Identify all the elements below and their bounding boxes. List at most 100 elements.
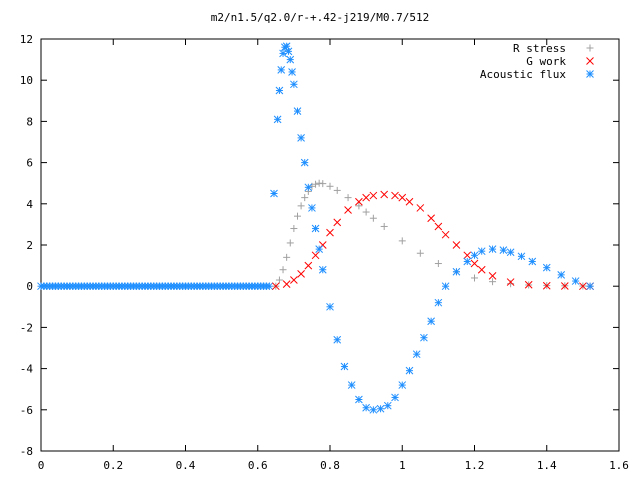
data-point (488, 245, 497, 253)
plot-area (37, 42, 594, 414)
data-point (524, 280, 533, 289)
data-point (412, 350, 421, 359)
data-point (489, 278, 497, 286)
x-tick-label: 1 (399, 459, 406, 472)
data-point (286, 55, 295, 64)
data-point (441, 282, 450, 291)
data-point (560, 282, 569, 290)
data-point (344, 194, 352, 202)
data-point (441, 230, 450, 239)
data-point (279, 266, 287, 274)
data-point (333, 186, 341, 194)
data-point (326, 228, 334, 237)
data-point (369, 214, 377, 222)
axes: 0 0.2 0.4 0.6 0.8 1 1.2 1.4 1.6 -8 -6 -4 -2 0 2 4 6 8 10 12 (20, 33, 629, 472)
data-point (477, 247, 486, 256)
data-point (517, 252, 526, 261)
data-point (557, 271, 566, 279)
data-point (380, 222, 388, 230)
data-point (297, 202, 305, 210)
y-tick-label: -6 (20, 404, 33, 417)
data-point (506, 248, 515, 257)
data-point (405, 366, 414, 375)
y-tick-label: 8 (26, 115, 33, 128)
data-point (362, 403, 370, 412)
data-point (398, 237, 406, 245)
data-point (283, 253, 291, 261)
data-point (304, 183, 313, 192)
chart-title: m2/n1.5/q2.0/r-+.42-j219/M0.7/512 (211, 11, 430, 24)
x-tick-label: 1.2 (465, 459, 485, 472)
data-point (463, 251, 472, 260)
legend-label: G work (526, 55, 566, 68)
y-tick-label: -8 (20, 445, 33, 458)
data-point (452, 267, 461, 276)
data-point (420, 333, 428, 342)
data-point (434, 260, 442, 268)
data-point (416, 249, 424, 257)
data-point (380, 190, 389, 199)
data-point (506, 278, 515, 286)
data-point (290, 276, 298, 284)
data-point (273, 115, 282, 124)
data-point (398, 381, 407, 389)
data-point (434, 298, 443, 307)
data-point (318, 265, 327, 274)
data-point (304, 261, 313, 270)
data-point (391, 191, 399, 200)
x-tick-label: 1.4 (537, 459, 557, 472)
y-tick-label: 4 (26, 198, 33, 211)
y-tick-label: 12 (20, 33, 33, 46)
data-point (319, 180, 327, 188)
data-point (326, 182, 334, 190)
data-point (470, 259, 479, 268)
data-point (275, 86, 284, 95)
data-point (347, 381, 356, 389)
data-point (297, 134, 305, 142)
y-tick-label: 10 (20, 74, 33, 87)
x-tick-label: 0.2 (103, 459, 123, 472)
data-point (383, 401, 392, 410)
data-point (416, 204, 425, 212)
data-point (427, 214, 436, 223)
x-tick-label: 1.6 (609, 459, 629, 472)
data-point (315, 245, 324, 253)
data-point (288, 68, 296, 76)
data-point (340, 362, 349, 371)
y-tick-label: -4 (20, 363, 34, 376)
data-point (405, 197, 414, 206)
data-point (311, 224, 320, 233)
data-point (290, 225, 298, 233)
series-g-work (271, 190, 594, 291)
x-tick-label: 0.8 (320, 459, 340, 472)
data-point (471, 274, 478, 282)
data-point (326, 302, 334, 311)
data-point (282, 42, 291, 51)
y-tick-label: 6 (26, 157, 33, 170)
data-point (571, 277, 580, 285)
data-point (311, 251, 320, 260)
series-acoustic-flux (270, 42, 594, 414)
legend-marker (586, 44, 594, 52)
data-point (290, 80, 298, 89)
data-point (271, 282, 280, 291)
acoustic-zero-point (265, 282, 274, 291)
data-point (427, 317, 436, 326)
data-point (355, 202, 363, 210)
x-tick-label: 0.4 (176, 459, 196, 472)
data-point (579, 282, 587, 291)
data-point (355, 197, 363, 206)
data-point (277, 66, 286, 74)
data-point (300, 158, 309, 167)
data-point (293, 212, 301, 220)
data-point (293, 107, 302, 115)
data-point (376, 404, 385, 413)
y-tick-label: 2 (26, 239, 33, 252)
plot-frame (40, 38, 620, 452)
data-point (391, 393, 399, 402)
data-point (275, 276, 283, 284)
data-point (286, 239, 294, 247)
data-point (488, 272, 497, 280)
